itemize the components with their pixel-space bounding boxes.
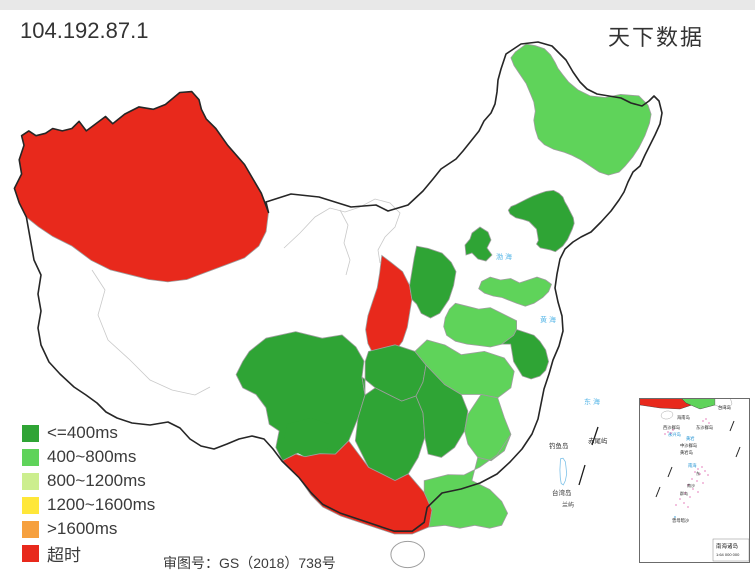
svg-text:东: 东: [696, 470, 700, 476]
svg-text:赤尾屿: 赤尾屿: [588, 436, 608, 445]
svg-text:东沙群岛: 东沙群岛: [696, 424, 713, 431]
svg-text:黄岩: 黄岩: [686, 435, 695, 442]
svg-text:曾母暗沙: 曾母暗沙: [672, 517, 690, 524]
svg-text:钓鱼岛: 钓鱼岛: [549, 441, 569, 450]
svg-text:东 海: 东 海: [584, 397, 600, 406]
svg-text:海南岛: 海南岛: [677, 414, 690, 421]
svg-text:群岛: 群岛: [680, 490, 688, 496]
svg-text:南海: 南海: [688, 462, 697, 469]
svg-text:台湾岛: 台湾岛: [552, 488, 572, 497]
svg-text:中沙群岛: 中沙群岛: [680, 442, 697, 449]
svg-text:兰屿: 兰屿: [562, 501, 574, 509]
svg-text:永兴岛: 永兴岛: [668, 431, 681, 438]
svg-text:黄 海: 黄 海: [540, 315, 556, 324]
svg-text:1:64 000 000: 1:64 000 000: [716, 552, 740, 557]
svg-text:渤 海: 渤 海: [496, 252, 512, 261]
svg-text:台湾岛: 台湾岛: [718, 404, 731, 411]
svg-text:黄岩岛: 黄岩岛: [680, 449, 693, 456]
svg-text:西沙群岛: 西沙群岛: [663, 424, 680, 431]
svg-text:南沙: 南沙: [687, 482, 695, 488]
svg-text:南海诸岛: 南海诸岛: [716, 542, 739, 550]
